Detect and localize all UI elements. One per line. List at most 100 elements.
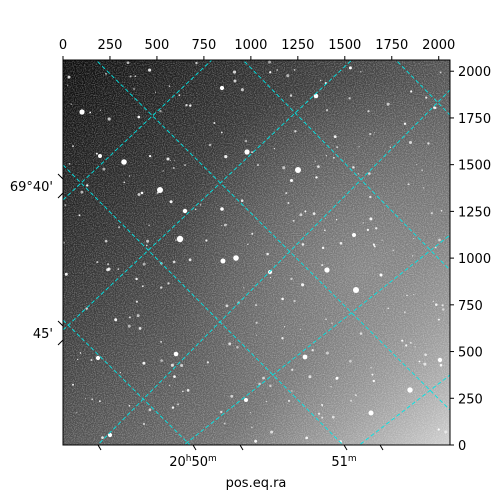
star: [404, 311, 406, 314]
star: [353, 287, 359, 293]
star: [213, 122, 216, 124]
star: [243, 287, 245, 289]
star: [416, 164, 418, 166]
grid-line: [95, 60, 450, 411]
star: [366, 228, 370, 232]
star: [293, 69, 296, 71]
star: [249, 412, 251, 414]
star: [106, 268, 110, 272]
grid-line: [63, 60, 353, 331]
star: [128, 175, 131, 177]
star: [350, 399, 353, 402]
star: [273, 147, 275, 150]
star: [224, 155, 228, 159]
star: [315, 176, 318, 179]
star: [290, 277, 293, 281]
star: [86, 184, 89, 187]
bottom-tick-label: 51m: [331, 454, 356, 470]
star: [302, 354, 308, 360]
star: [244, 139, 248, 143]
star: [369, 195, 372, 199]
star: [258, 382, 261, 386]
right-tick-label: 750: [458, 299, 483, 314]
star: [95, 355, 101, 361]
star: [235, 255, 238, 258]
star: [422, 187, 425, 189]
star: [433, 106, 436, 109]
star: [123, 181, 126, 184]
bottom-axis: 20h50m 51m: [97, 444, 384, 470]
star: [68, 162, 71, 165]
star: [276, 69, 279, 71]
star: [256, 163, 260, 167]
left-tick: [57, 173, 64, 180]
right-tick-label: 250: [458, 392, 483, 407]
star: [425, 96, 428, 99]
star: [424, 353, 427, 357]
star: [299, 328, 301, 330]
star: [67, 75, 71, 79]
star: [375, 227, 378, 230]
star: [175, 239, 177, 241]
right-tick-label: 2000: [458, 65, 491, 80]
star: [421, 169, 423, 172]
star: [244, 149, 250, 155]
star: [89, 111, 92, 114]
star: [90, 359, 93, 361]
left-tick: [57, 339, 64, 346]
bottom-tick: [192, 444, 197, 451]
star: [220, 207, 224, 211]
star: [78, 214, 81, 217]
star: [304, 210, 307, 213]
star: [373, 245, 376, 248]
star: [406, 294, 408, 297]
star: [414, 346, 416, 348]
star: [251, 426, 253, 429]
star: [240, 199, 244, 202]
star: [148, 224, 150, 227]
star: [142, 361, 146, 365]
grid-line: [63, 164, 344, 445]
right-tick-label: 0: [458, 439, 466, 454]
left-tick: [57, 320, 64, 327]
star: [386, 102, 390, 106]
star: [135, 277, 138, 281]
star: [413, 294, 415, 296]
star: [223, 223, 227, 227]
star: [133, 88, 135, 90]
star: [291, 368, 294, 371]
star: [148, 68, 152, 72]
star: [293, 299, 296, 303]
star: [389, 146, 392, 148]
star: [156, 191, 159, 194]
star: [182, 208, 188, 214]
star: [367, 110, 370, 113]
star: [281, 297, 284, 301]
star: [331, 415, 335, 419]
star: [230, 394, 234, 398]
star: [321, 405, 324, 407]
star: [401, 339, 404, 342]
star: [186, 389, 190, 392]
star: [135, 300, 138, 303]
star: [244, 398, 248, 402]
star: [64, 204, 67, 206]
star: [359, 332, 363, 335]
star: [285, 192, 288, 195]
star: [67, 84, 69, 86]
star: [195, 61, 198, 65]
star: [189, 104, 192, 107]
star: [140, 191, 144, 195]
star: [292, 219, 295, 222]
star: [325, 217, 327, 219]
star: [70, 103, 73, 105]
star: [142, 262, 146, 266]
star: [148, 408, 152, 412]
star: [339, 241, 343, 245]
star: [146, 239, 150, 243]
star: [99, 400, 101, 402]
left-tick-label: 69°40': [10, 180, 53, 195]
star: [408, 140, 413, 145]
star: [64, 272, 68, 276]
star: [85, 307, 88, 310]
